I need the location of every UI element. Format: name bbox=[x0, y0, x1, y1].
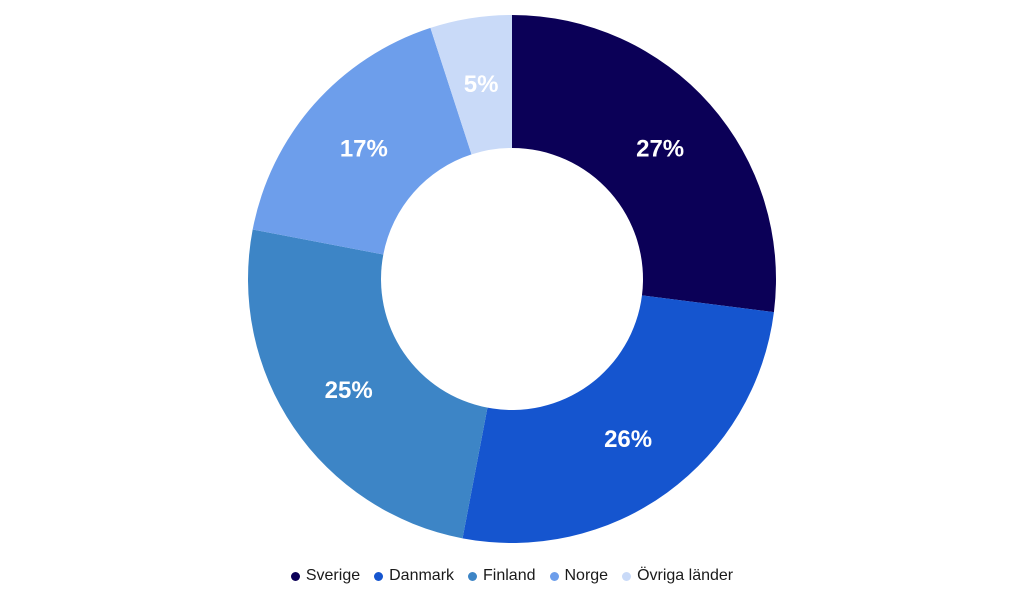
slice-percent-label: 5% bbox=[464, 71, 499, 98]
legend-dot-icon bbox=[290, 571, 300, 581]
chart-legend: Sverige Danmark Finland Norge Övriga län… bbox=[0, 564, 1024, 588]
donut-slice-övriga-länder[interactable] bbox=[430, 15, 512, 155]
legend-item-finland[interactable]: Finland bbox=[468, 567, 536, 585]
legend-item-danmark[interactable]: Danmark bbox=[374, 567, 454, 585]
legend-item-ovriga-lander[interactable]: Övriga länder bbox=[622, 567, 733, 585]
donut-chart: 27% 26% 25% 17% 5% bbox=[247, 15, 776, 544]
legend-item-sverige[interactable]: Sverige bbox=[290, 567, 361, 585]
slice-percent-label: 26% bbox=[604, 426, 652, 453]
legend-label: Danmark bbox=[389, 567, 455, 584]
slice-percent-label: 25% bbox=[325, 377, 373, 404]
legend-label: Övriga länder bbox=[637, 567, 734, 584]
donut-slice-finland[interactable] bbox=[247, 229, 488, 539]
legend-dot-icon bbox=[549, 571, 559, 581]
legend-label: Norge bbox=[564, 567, 609, 584]
legend-label: Sverige bbox=[305, 567, 361, 584]
legend-item-norge[interactable]: Norge bbox=[549, 567, 609, 585]
legend-label: Finland bbox=[483, 567, 536, 584]
slice-percent-label: 17% bbox=[340, 135, 388, 162]
legend-dot-icon bbox=[374, 571, 384, 581]
donut-slice-norge[interactable] bbox=[252, 27, 472, 255]
legend-dot-icon bbox=[468, 571, 478, 581]
legend-dot-icon bbox=[622, 571, 632, 581]
donut-slice-sverige[interactable] bbox=[512, 15, 776, 313]
slice-percent-label: 27% bbox=[636, 135, 684, 162]
donut-slice-danmark[interactable] bbox=[462, 295, 774, 544]
